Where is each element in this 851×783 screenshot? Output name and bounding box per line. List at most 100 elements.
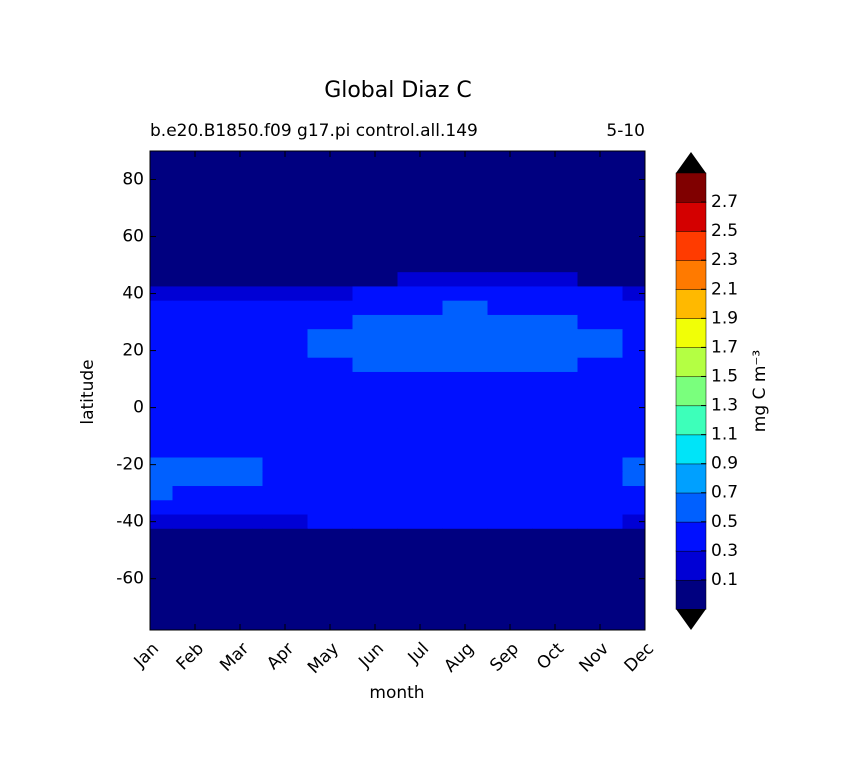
y-tick-label: 80 — [122, 170, 144, 190]
contour-cell — [487, 400, 533, 416]
contour-cell — [532, 158, 578, 173]
contour-cell — [622, 443, 645, 459]
contour-cell — [532, 229, 578, 245]
contour-cell — [397, 500, 443, 516]
contour-cell — [172, 243, 218, 259]
contour-cell — [532, 543, 578, 558]
contour-cell — [262, 543, 308, 558]
contour-cell — [172, 457, 218, 473]
y-tick-label: -20 — [116, 455, 144, 475]
contour-cell — [487, 343, 533, 359]
contour-cell — [397, 414, 443, 430]
contour-cell — [442, 486, 488, 501]
contour-cell — [172, 414, 218, 430]
contour-cell — [172, 229, 218, 245]
plot-frame — [149, 150, 646, 631]
contour-cell — [352, 514, 398, 530]
contour-cell — [532, 414, 578, 430]
contour-cell — [172, 557, 218, 573]
contour-cell — [622, 457, 645, 473]
contour-cell — [352, 528, 398, 544]
contour-cell — [532, 471, 578, 487]
contour-cell — [307, 614, 353, 630]
contour-cell — [622, 628, 645, 630]
contour-cell — [487, 543, 533, 558]
contour-cell — [397, 486, 443, 501]
contour-cell — [397, 571, 443, 587]
contour-cell — [150, 172, 173, 188]
contour-cell — [532, 257, 578, 273]
contour-cell — [217, 414, 263, 430]
contour-cell — [487, 257, 533, 273]
contour-cell — [532, 272, 578, 287]
contour-cell — [577, 514, 623, 530]
contour-cell — [172, 486, 218, 501]
contour-cell — [262, 400, 308, 416]
contour-cell — [487, 471, 533, 487]
contour-cell — [442, 172, 488, 188]
contour-cell — [150, 400, 173, 416]
contour-cell — [352, 414, 398, 430]
contour-cell — [487, 386, 533, 401]
colorbar-tick-label: 1.9 — [711, 308, 738, 328]
contour-cell — [622, 386, 645, 401]
contour-cell — [397, 300, 443, 316]
colorbar-tick-label: 1.5 — [711, 366, 738, 386]
contour-cell — [217, 329, 263, 344]
contour-cell — [352, 557, 398, 573]
colorbar-band — [675, 230, 707, 261]
contour-cell — [442, 614, 488, 630]
contour-cell — [487, 186, 533, 202]
contour-cell — [172, 528, 218, 544]
contour-cell — [487, 200, 533, 216]
contour-cell — [622, 186, 645, 202]
contour-cell — [577, 343, 623, 359]
contour-cell — [532, 457, 578, 473]
colorbar-band — [675, 376, 707, 407]
contour-cell — [442, 300, 488, 316]
contour-cell — [622, 229, 645, 245]
contour-cell — [217, 343, 263, 359]
contour-cell — [532, 585, 578, 601]
contour-cell — [352, 457, 398, 473]
contour-cell — [172, 343, 218, 359]
contour-cell — [622, 158, 645, 173]
contour-cell — [307, 571, 353, 587]
contour-cell — [577, 243, 623, 259]
contour-cell — [262, 300, 308, 316]
contour-cell — [487, 357, 533, 373]
contour-cell — [577, 557, 623, 573]
colorbar-band — [675, 463, 707, 494]
contour-cell — [487, 272, 533, 287]
contour-cell — [577, 357, 623, 373]
chart-subtitle: b.e20.B1850.f09 g17.pi control.all.149 — [150, 121, 478, 141]
contour-cell — [487, 600, 533, 615]
contour-cell — [150, 471, 173, 487]
contour-cell — [622, 600, 645, 615]
contour-cell — [532, 243, 578, 259]
contour-cell — [397, 158, 443, 173]
contour-cell — [622, 500, 645, 516]
contour-cell — [622, 329, 645, 344]
contour-cell — [217, 200, 263, 216]
contour-cell — [150, 343, 173, 359]
contour-cell — [622, 371, 645, 387]
colorbar-label: mg C m⁻³ — [750, 350, 770, 432]
colorbar-extend — [676, 609, 706, 630]
x-tick-label: May — [304, 639, 343, 678]
contour-cell — [307, 186, 353, 202]
contour-cell — [577, 457, 623, 473]
contour-cell — [262, 457, 308, 473]
contour-cell — [150, 229, 173, 245]
colorbar-tick-label: 1.7 — [711, 337, 738, 357]
contour-cell — [487, 514, 533, 530]
contour-cell — [487, 371, 533, 387]
contour-cell — [622, 585, 645, 601]
contour-cell — [352, 215, 398, 230]
contour-cell — [307, 585, 353, 601]
contour-cell — [172, 286, 218, 302]
chart-title: Global Diaz C — [324, 78, 472, 103]
contour-cell — [352, 329, 398, 344]
contour-cell — [442, 443, 488, 459]
contour-cell — [262, 357, 308, 373]
